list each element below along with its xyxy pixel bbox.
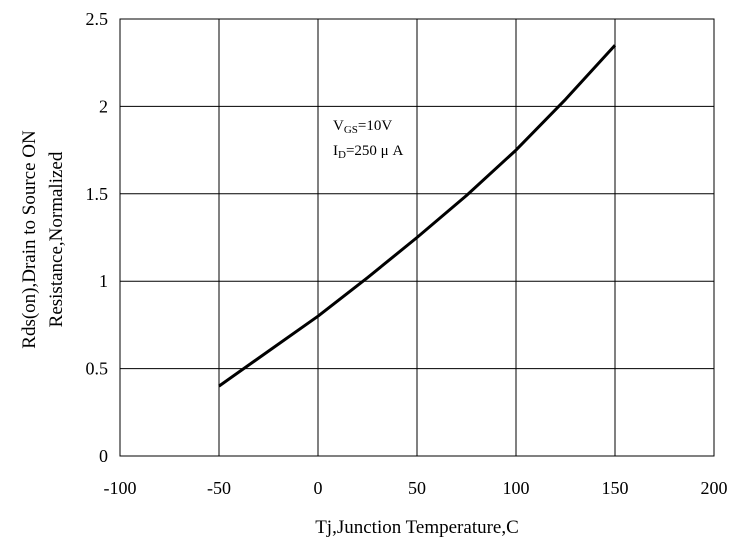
y-axis-label-line-2: Resistance,Normalized bbox=[46, 151, 67, 327]
annotation-vgs-sub: GS bbox=[344, 124, 358, 136]
series-line-0 bbox=[218, 44, 617, 388]
annotation-id-main: I bbox=[333, 143, 338, 159]
y-tick-label: 0.5 bbox=[86, 359, 109, 379]
x-tick-label: 0 bbox=[314, 478, 323, 498]
y-tick-label: 1.5 bbox=[86, 184, 109, 204]
x-tick-label: 150 bbox=[602, 478, 629, 498]
x-tick-labels: -100 -50 0 50 100 150 200 bbox=[104, 478, 728, 498]
annotation-vgs-rest: =10V bbox=[358, 118, 392, 134]
y-axis-label: Rds(on),Drain to Source ON Resistance,No… bbox=[19, 130, 67, 349]
y-tick-label: 2.5 bbox=[86, 9, 109, 29]
x-tick-label: 100 bbox=[503, 478, 530, 498]
series-layer bbox=[218, 44, 617, 388]
annotation-id-sub: D bbox=[338, 149, 346, 161]
x-tick-label: -50 bbox=[207, 478, 231, 498]
y-tick-label: 0 bbox=[99, 446, 108, 466]
plot-area-frame bbox=[119, 18, 715, 457]
y-tick-label: 2 bbox=[99, 96, 108, 116]
y-axis-label-line-1: Rds(on),Drain to Source ON bbox=[19, 130, 40, 349]
y-tick-labels: 0 0.5 1 1.5 2 2.5 bbox=[86, 9, 109, 466]
annotation-id-rest: =250 μ A bbox=[346, 143, 404, 159]
x-axis-label: Tj,Junction Temperature,C bbox=[315, 517, 519, 538]
condition-annotation: VGS=10V ID=250 μ A bbox=[333, 118, 403, 161]
annotation-id: ID=250 μ A bbox=[333, 143, 403, 161]
annotation-vgs: VGS=10V bbox=[333, 118, 392, 136]
x-tick-label: 50 bbox=[408, 478, 426, 498]
y-tick-label: 1 bbox=[99, 271, 108, 291]
x-tick-label: -100 bbox=[104, 478, 137, 498]
x-tick-label: 200 bbox=[701, 478, 728, 498]
annotation-vgs-main: V bbox=[333, 118, 344, 134]
